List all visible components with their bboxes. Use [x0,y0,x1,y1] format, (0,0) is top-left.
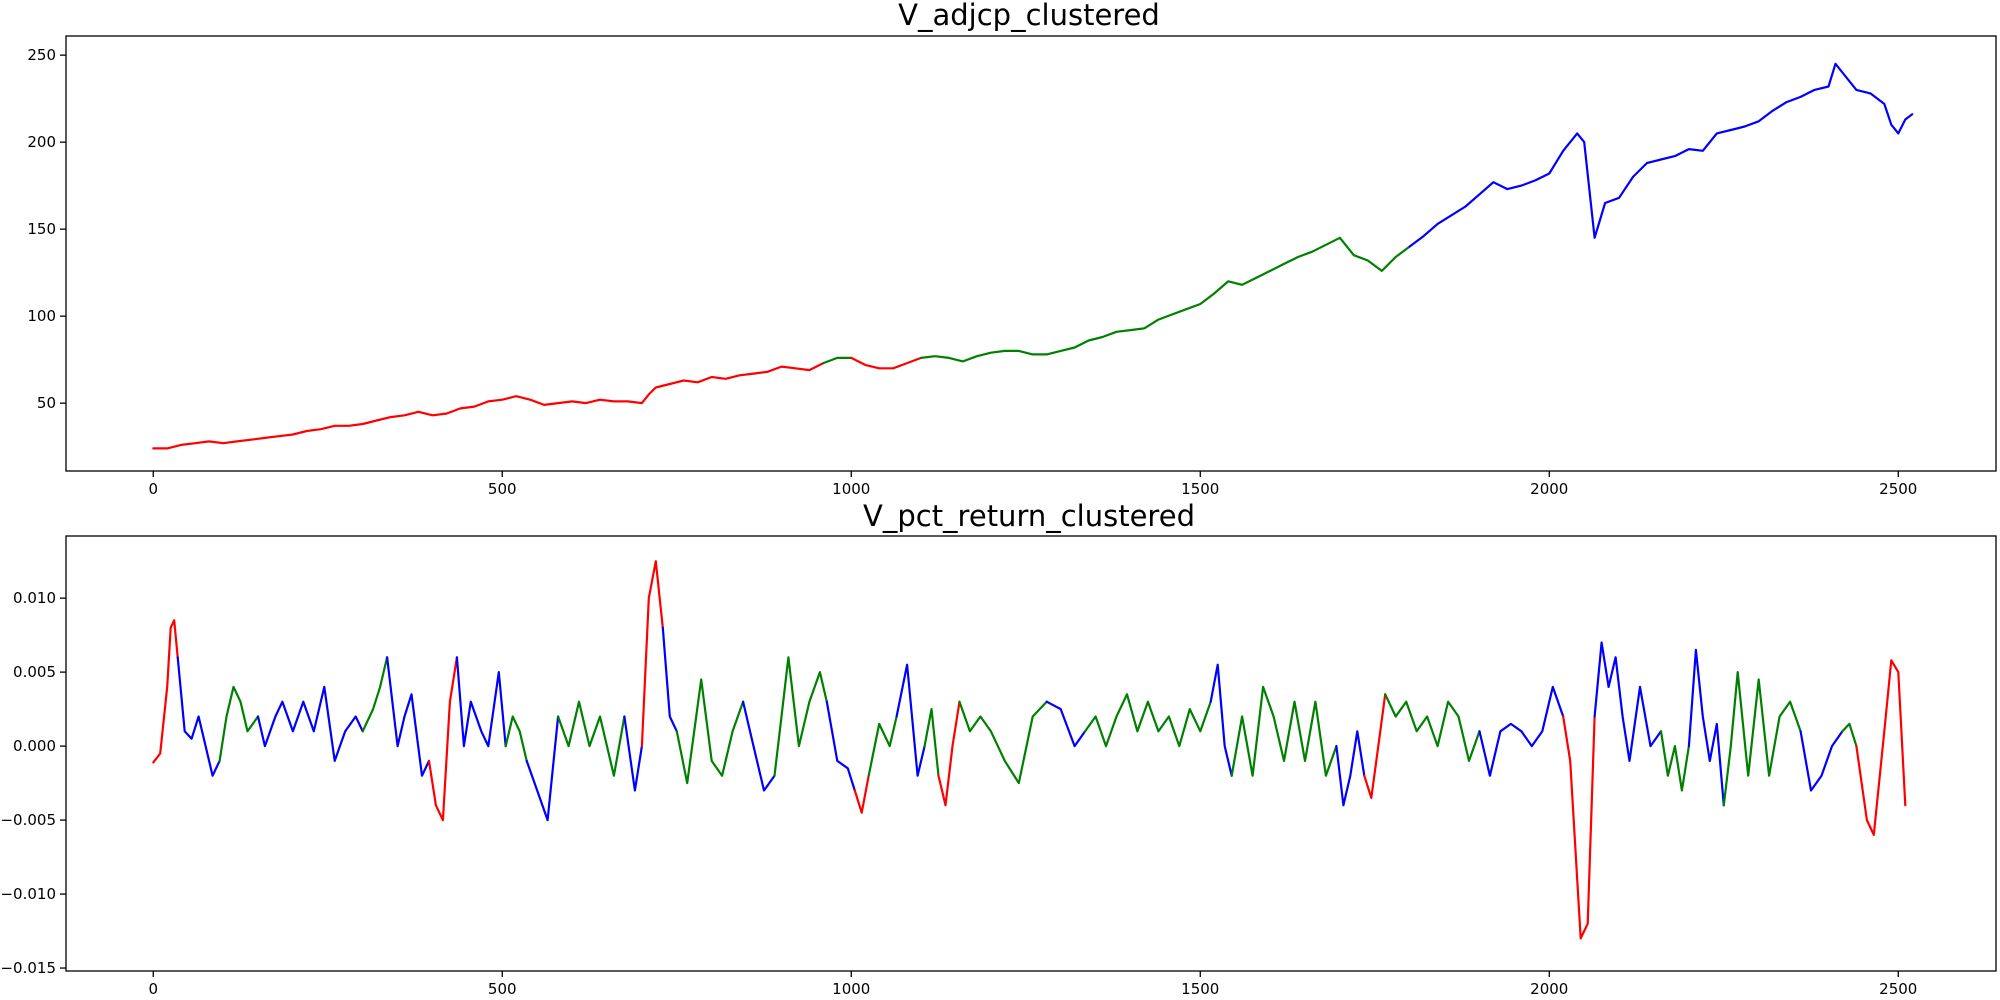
y-axis: 50 100 150 200 250 [27,46,66,412]
x-tick-label: 2000 [1530,480,1568,498]
y-tick-label: 200 [27,133,56,151]
series-segment-blue [176,656,221,777]
x-tick-label: 2000 [1530,980,1568,998]
series-segment-red [152,619,179,764]
y-axis: −0.015 −0.010 −0.005 0.000 0.005 0.010 [0,589,66,977]
x-tick-label: 1000 [832,480,870,498]
series-segment-red [640,560,664,748]
series-segment-blue [1593,641,1663,762]
chart-title: V_adjcp_clustered [898,0,1160,32]
x-axis: 0 500 1000 1500 2000 2500 [148,971,1917,998]
series-segment-red [152,362,825,450]
series-segment-green [361,656,389,733]
series-segment-green [1230,685,1338,777]
x-tick-label: 500 [488,980,517,998]
series-segment-red [1363,693,1387,799]
series-segment-green [557,700,626,777]
series-segment-green [923,708,940,777]
series-segment-red [427,656,458,822]
x-tick-label: 1000 [832,980,870,998]
series-segment-green [504,715,528,762]
x-tick-label: 1500 [1181,480,1219,498]
series-segment-blue [1209,663,1233,777]
series-segment-green [1659,730,1690,792]
series-segment-blue [455,656,507,748]
y-tick-label: −0.005 [0,811,56,829]
x-tick-label: 500 [488,480,517,498]
series-segment-green [867,715,898,777]
series-segment-green [1084,693,1212,748]
series-segment-blue [256,685,364,762]
series-lines [152,560,1907,940]
series-segment-red [937,700,961,807]
series-segment-blue [525,715,560,822]
chart-pct-return: V_pct_return_clustered 0 500 1000 1500 2000 2… [0,499,1997,998]
y-tick-label: 0.000 [13,737,56,755]
series-segment-blue [1478,685,1565,777]
series-segment-blue [623,715,643,792]
x-tick-label: 0 [148,980,158,998]
x-tick-label: 2500 [1879,980,1917,998]
series-segment-green [218,685,260,762]
y-tick-label: 250 [27,46,56,64]
series-segment-green [1841,722,1858,748]
y-tick-label: −0.010 [0,885,56,903]
series-segment-blue [1799,730,1844,792]
series-segment-red [1562,715,1596,940]
series-segment-blue [742,700,776,792]
series-segment-blue [825,700,856,792]
x-tick-label: 2500 [1879,480,1917,498]
series-segment-red [1855,659,1907,836]
series-segment-red [853,774,870,814]
series-segment-blue [661,626,678,733]
series-segment-blue [1408,62,1914,248]
series-segment-blue [895,663,926,777]
series-segment-green [1722,671,1802,807]
y-tick-label: −0.015 [0,959,56,977]
x-tick-label: 0 [148,480,158,498]
series-segment-green [773,656,828,777]
y-tick-label: 50 [37,394,56,412]
series-lines [152,62,1914,450]
y-tick-label: 100 [27,307,56,325]
plot-frame [65,535,1997,972]
x-tick-label: 1500 [1181,980,1219,998]
series-segment-red [850,356,923,370]
y-tick-label: 0.010 [13,589,56,607]
y-tick-label: 0.005 [13,663,56,681]
series-segment-blue [1335,730,1366,807]
series-segment-blue [1045,700,1087,748]
y-tick-label: 150 [27,220,56,238]
chart-adjcp: V_adjcp_clustered 0 500 1000 1500 2000 2500 5… [27,0,1997,498]
series-segment-blue [386,656,431,777]
series-segment-green [822,356,853,365]
plot-frame [65,35,1997,472]
series-segment-blue [1687,648,1725,807]
series-segment-green [675,678,745,785]
x-axis: 0 500 1000 1500 2000 2500 [148,471,1917,498]
series-segment-green [920,236,1411,363]
series-segment-green [958,700,1048,785]
chart-title: V_pct_return_clustered [863,499,1195,533]
series-segment-green [1384,693,1481,762]
